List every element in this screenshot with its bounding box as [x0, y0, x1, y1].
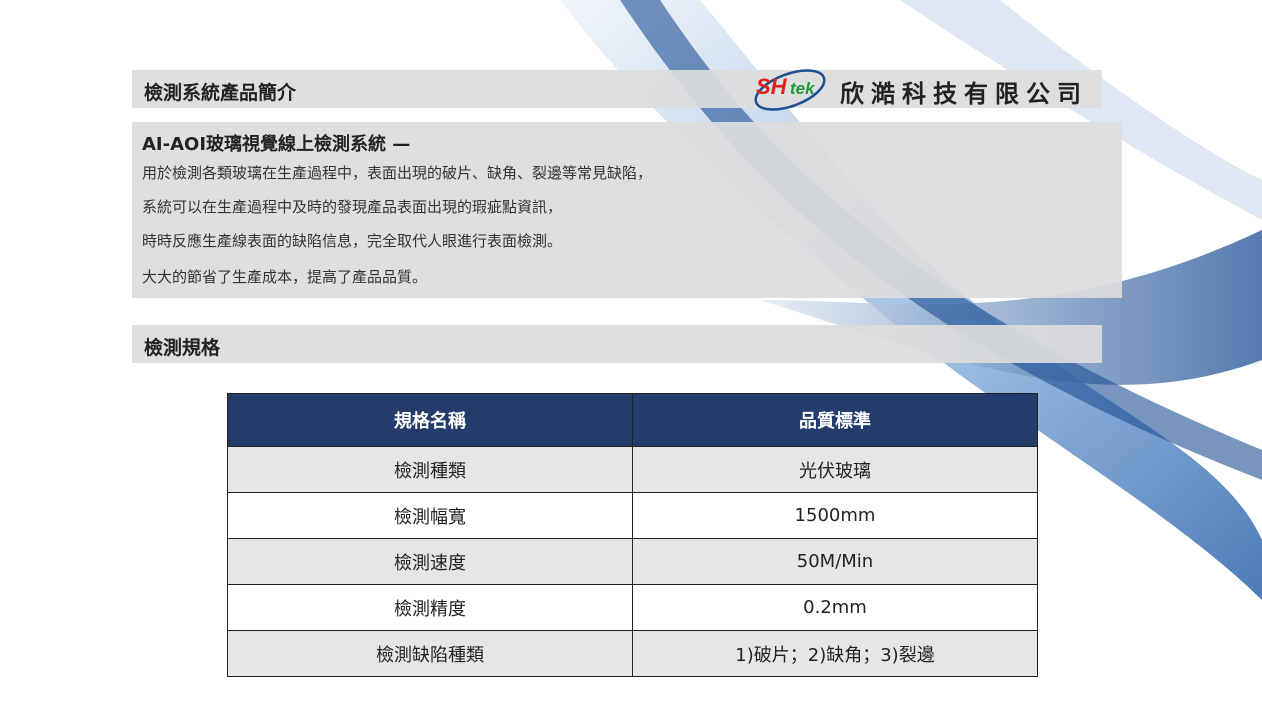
- intro-line: 大大的節省了生產成本，提高了產品品質。: [142, 268, 428, 286]
- intro-line: 時時反應生產線表面的缺陷信息，完全取代人眼進行表面檢測。: [142, 232, 563, 250]
- section-header-spec: 檢測規格: [132, 325, 1102, 363]
- table-row: 檢測缺陷種類 1)破片；2)缺角；3)裂邊: [227, 630, 1038, 677]
- svg-text:tek: tek: [790, 79, 816, 98]
- column-header: 規格名稱: [227, 393, 633, 447]
- spec-name: 檢測缺陷種類: [227, 630, 633, 677]
- company-name: 欣澔科技有限公司: [840, 80, 1088, 108]
- section-title: 檢測系統產品簡介: [144, 82, 297, 104]
- intro-line: 用於檢測各類玻璃在生產過程中，表面出現的破片、缺角、裂邊等常見缺陷，: [142, 164, 653, 182]
- shtek-logo: SH tek: [754, 69, 826, 111]
- product-intro-box: AI-AOI玻璃視覺線上檢測系統 — 用於檢測各類玻璃在生產過程中，表面出現的破…: [132, 122, 1122, 298]
- table-row: 檢測速度 50M/Min: [227, 538, 1038, 585]
- spec-value: 1)破片；2)缺角；3)裂邊: [632, 630, 1038, 677]
- section-title: 檢測規格: [144, 337, 221, 359]
- spec-value: 1500mm: [632, 492, 1038, 539]
- spec-name: 檢測速度: [227, 538, 633, 585]
- spec-value: 0.2mm: [632, 584, 1038, 631]
- table-row: 檢測幅寬 1500mm: [227, 492, 1038, 539]
- spec-table: 規格名稱 品質標準 檢測種類 光伏玻璃 檢測幅寬 1500mm 檢測速度 50M…: [227, 393, 1038, 677]
- intro-title: AI-AOI玻璃視覺線上檢測系統 —: [142, 134, 411, 155]
- spec-name: 檢測幅寬: [227, 492, 633, 539]
- table-row: 檢測精度 0.2mm: [227, 584, 1038, 631]
- spec-value: 光伏玻璃: [632, 446, 1038, 493]
- spec-name: 檢測種類: [227, 446, 633, 493]
- table-row: 檢測種類 光伏玻璃: [227, 446, 1038, 493]
- intro-line: 系統可以在生產過程中及時的發現產品表面出現的瑕疵點資訊，: [142, 198, 563, 216]
- spec-name: 檢測精度: [227, 584, 633, 631]
- table-header-row: 規格名稱 品質標準: [227, 393, 1038, 447]
- section-header-product-intro: 檢測系統產品簡介: [132, 70, 1102, 108]
- spec-value: 50M/Min: [632, 538, 1038, 585]
- column-header: 品質標準: [632, 393, 1038, 447]
- svg-text:SH: SH: [756, 74, 788, 99]
